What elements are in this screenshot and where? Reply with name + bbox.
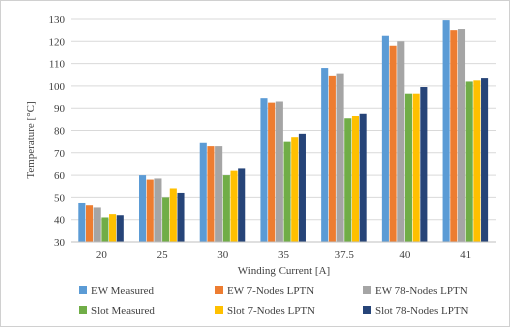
bar bbox=[85, 205, 94, 242]
legend-swatch bbox=[363, 286, 371, 294]
bar bbox=[412, 93, 420, 242]
bar bbox=[450, 30, 458, 243]
x-tick-labels: 20 25 30 35 37.5 40 41 bbox=[96, 249, 471, 261]
y-tick-label: 50 bbox=[54, 192, 66, 204]
bar bbox=[238, 168, 246, 242]
x-tick-label: 25 bbox=[157, 249, 169, 261]
bar bbox=[230, 170, 238, 242]
bar bbox=[222, 175, 230, 242]
legend-swatch bbox=[215, 306, 223, 314]
bar bbox=[207, 146, 215, 242]
bar bbox=[481, 78, 489, 242]
bar bbox=[154, 178, 162, 242]
bar bbox=[109, 214, 117, 242]
legend-swatch bbox=[363, 306, 371, 314]
bar bbox=[116, 215, 124, 242]
bar bbox=[328, 75, 336, 243]
bar bbox=[321, 68, 329, 242]
bar bbox=[101, 217, 109, 242]
y-tick-label: 60 bbox=[54, 170, 66, 182]
y-tick-label: 100 bbox=[49, 81, 66, 93]
legend-swatch bbox=[79, 306, 87, 314]
y-tick-label: 40 bbox=[54, 215, 66, 227]
bar bbox=[344, 118, 352, 242]
bar bbox=[139, 175, 147, 242]
bar bbox=[351, 116, 359, 242]
bar bbox=[442, 20, 450, 242]
x-tick-label: 30 bbox=[217, 249, 229, 261]
bar bbox=[275, 101, 283, 242]
bar bbox=[283, 141, 291, 242]
y-axis-label: Temperature [°C] bbox=[25, 101, 37, 178]
y-tick-label: 30 bbox=[54, 237, 66, 249]
x-tick-label: 20 bbox=[96, 249, 108, 261]
y-tick-label: 130 bbox=[49, 14, 66, 26]
legend-label: EW 78-Nodes LPTN bbox=[375, 285, 468, 297]
bar bbox=[359, 113, 367, 243]
bar bbox=[78, 202, 86, 242]
bar bbox=[215, 146, 223, 242]
bar bbox=[473, 80, 481, 242]
bar bbox=[199, 142, 207, 242]
bar bbox=[177, 192, 185, 242]
bar bbox=[268, 102, 276, 242]
bar bbox=[465, 81, 473, 242]
legend-swatch bbox=[79, 286, 87, 294]
bar bbox=[298, 133, 306, 242]
y-tick-label: 90 bbox=[54, 103, 66, 115]
bar bbox=[291, 137, 299, 242]
bar bbox=[146, 179, 154, 242]
y-tick-label: 110 bbox=[49, 59, 66, 71]
x-tick-label: 40 bbox=[399, 249, 411, 261]
legend-label: Slot Measured bbox=[91, 305, 155, 317]
y-tick-label: 70 bbox=[54, 148, 66, 160]
bar bbox=[93, 207, 101, 242]
bar bbox=[457, 29, 466, 242]
bar bbox=[397, 41, 405, 242]
bar bbox=[420, 87, 428, 242]
x-tick-label: 37.5 bbox=[335, 249, 355, 261]
y-tick-label: 120 bbox=[49, 36, 66, 48]
legend-swatch bbox=[215, 286, 223, 294]
legend: EW Measured EW 7-Nodes LPTN EW 78-Nodes LP… bbox=[79, 285, 469, 317]
bar bbox=[336, 73, 344, 242]
bar bbox=[404, 93, 413, 242]
legend-label: EW 7-Nodes LPTN bbox=[227, 285, 314, 297]
bar bbox=[260, 98, 268, 242]
bar bbox=[162, 197, 170, 242]
y-tick-label: 80 bbox=[54, 126, 66, 138]
bar bbox=[381, 35, 389, 242]
bar bbox=[389, 45, 397, 243]
bar bbox=[169, 188, 177, 242]
x-axis-label: Winding Current [A] bbox=[238, 265, 330, 277]
legend-label: EW Measured bbox=[91, 285, 155, 297]
legend-label: Slot 78-Nodes LPTN bbox=[375, 305, 469, 317]
x-tick-label: 35 bbox=[278, 249, 290, 261]
bars bbox=[78, 20, 489, 243]
x-tick-label: 41 bbox=[460, 249, 471, 261]
legend-label: Slot 7-Nodes LPTN bbox=[227, 305, 315, 317]
y-axis: 30 40 50 60 70 80 90 100 110 120 130 bbox=[49, 14, 66, 249]
